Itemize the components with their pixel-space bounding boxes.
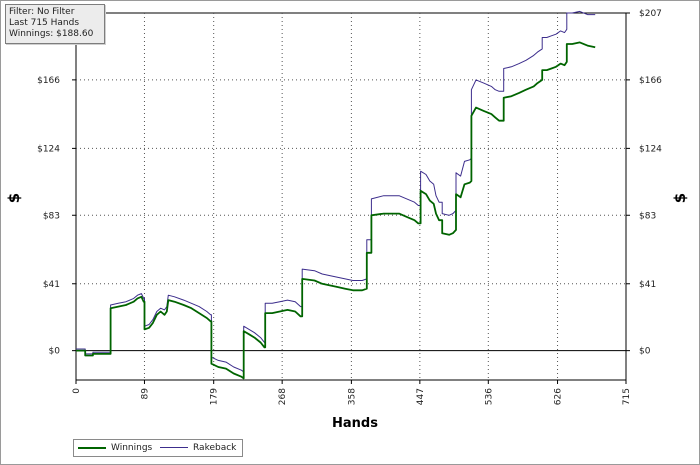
x-tick-label: 179 [210, 388, 220, 405]
legend-item-winnings: Winnings [78, 442, 152, 454]
legend-swatch-winnings [78, 446, 106, 449]
y-tick-label-left: $41 [43, 280, 60, 290]
legend-swatch-rakeback [160, 447, 188, 448]
series-line-rakeback [76, 10, 596, 373]
plot-area [75, 12, 627, 381]
y-tick-label-right: $124 [639, 144, 662, 154]
y-axis-title-right: $ [671, 192, 690, 204]
y-tick-label-right: $0 [639, 347, 651, 357]
x-tick-label: 89 [140, 388, 150, 400]
legend-item-rakeback: Rakeback [160, 442, 236, 454]
hands-count-label: Last 715 Hands [9, 18, 80, 28]
x-axis-title: Hands [332, 416, 378, 431]
legend-label-rakeback: Rakeback [193, 443, 237, 453]
x-tick-label: 268 [278, 388, 288, 405]
y-tick-label-left: $83 [43, 211, 60, 221]
y-tick-label-left: $0 [49, 347, 61, 357]
x-tick-label: 0 [72, 388, 82, 394]
x-tick-label: 536 [484, 388, 494, 405]
x-tick-label: 626 [554, 388, 564, 405]
y-tick-label-left: $124 [37, 144, 60, 154]
y-tick-label-right: $166 [639, 76, 662, 86]
filter-info-box: Filter: No Filter Last 715 Hands Winning… [5, 4, 105, 44]
filter-label: Filter: No Filter [9, 7, 75, 17]
y-tick-label-right: $41 [639, 280, 656, 290]
legend-label-winnings: Winnings [111, 443, 153, 453]
y-axis-title-left: $ [5, 192, 24, 204]
x-tick-label: 447 [416, 388, 426, 405]
x-tick-label: 715 [622, 388, 632, 405]
chart-legend: Winnings Rakeback [73, 439, 243, 457]
winnings-total-label: Winnings: $188.60 [9, 29, 94, 39]
series-line-winnings [76, 41, 596, 380]
y-tick-label-right: $83 [639, 211, 656, 221]
y-tick-label-left: $166 [37, 76, 60, 86]
x-tick-label: 358 [347, 388, 357, 405]
y-tick-label-right: $207 [639, 9, 662, 19]
